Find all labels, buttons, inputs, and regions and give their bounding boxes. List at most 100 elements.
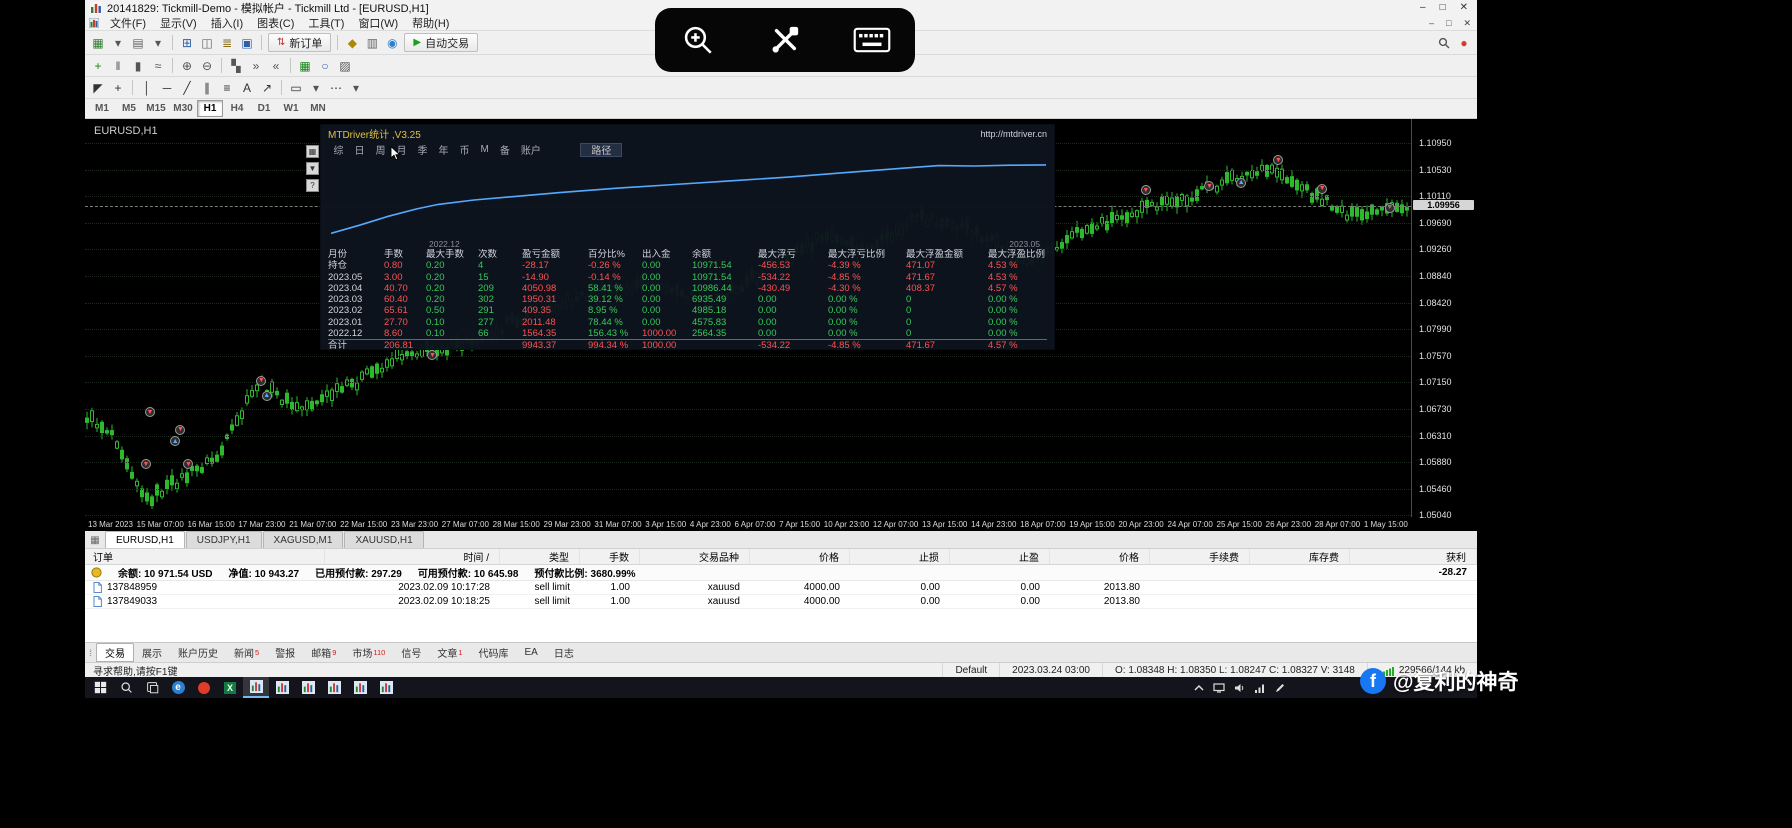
terminal-tab[interactable]: 代码库 [471,644,517,661]
zoom-control[interactable] [668,10,728,70]
orders-column-header[interactable]: 价格 [750,549,850,564]
stats-tab[interactable]: 日 [354,146,365,157]
volume-icon[interactable] [1234,683,1245,693]
order-row[interactable]: 137848959 2023.02.09 10:17:28 sell limit 1.… [85,581,1477,595]
panel-handle-icon[interactable]: ▦ [306,145,319,158]
stats-tab[interactable]: M [480,144,489,155]
terminal-tab[interactable]: 邮箱 9 [303,644,344,661]
mt4-terminal-icon[interactable] [243,677,269,698]
task-view-button[interactable] [139,677,165,698]
metaeditor-icon[interactable]: ◆ [347,35,357,50]
timeframe-m1-button[interactable]: M1 [95,103,109,114]
period-separators-icon[interactable]: ○ [321,58,329,73]
orders-column-header[interactable]: 交易品种 [640,549,750,564]
terminal-tab[interactable]: 账户历史 [170,644,226,661]
stats-tab[interactable]: 周 [375,146,386,157]
fibonacci-icon[interactable]: ≡ [223,80,231,95]
notification-icon[interactable]: ● [1460,35,1468,50]
arrows-icon[interactable]: ↗ [261,80,273,95]
chart-tab[interactable]: USDJPY,H1 [185,531,262,548]
minimize-button[interactable]: – [1420,2,1426,13]
orders-column-header[interactable]: 订单 [85,549,325,564]
terminal-tab[interactable]: 文章 1 [429,644,470,661]
chart-tab[interactable]: EURUSD,H1 [105,531,185,548]
menu-item[interactable]: 显示(V) [160,18,197,30]
bar-chart-icon[interactable]: ‖ [115,58,121,73]
zoom-out-icon[interactable]: ⊖ [201,58,213,73]
order-row[interactable]: 137849033 2023.02.09 10:18:25 sell limit 1.… [85,595,1477,609]
orders-column-header[interactable]: 止损 [850,549,950,564]
stats-panel-url[interactable]: http://mtdriver.cn [980,128,1047,139]
menu-item[interactable]: 文件(F) [110,18,147,30]
stats-tab[interactable]: 季 [417,146,428,157]
menu-item[interactable]: 插入(I) [210,18,244,30]
mdi-minimize-button[interactable]: – [1429,17,1435,28]
timeframe-d1-button[interactable]: D1 [257,103,271,114]
price-scale[interactable]: 1.10950 1.10530 1.10110 1.09690 1.09260 1.088… [1411,119,1477,520]
timeframe-w1-button[interactable]: W1 [283,103,299,114]
stats-tab[interactable]: 备 [499,146,510,157]
panel-collapse-icon[interactable]: ▼ [306,162,319,175]
shapes-icon[interactable]: ▭ [290,80,302,95]
orders-column-header[interactable]: 手续费 [1150,549,1250,564]
strategy-tester-icon[interactable]: ▥ [366,35,379,50]
text-label-icon[interactable]: A [242,80,251,95]
chart-area[interactable]: ▼ ▼ ▲ ▼ ▼ ▼ ▲ ▼ ▼ ▼ ▲ ▼ ▼ ▼ EURUSD,H1 1.10950 1.10530 1… [85,119,1477,531]
orders-column-header[interactable]: 止盈 [950,549,1050,564]
orders-column-header[interactable]: 价格 [1050,549,1150,564]
timeframe-m30-button[interactable]: M30 [173,103,193,114]
search-button[interactable] [113,677,139,698]
tile-windows-icon[interactable]: ▚ [231,58,241,73]
data-window-icon[interactable]: ◫ [201,35,213,50]
keyboard-control[interactable] [842,10,902,70]
stats-tab[interactable]: 综 [333,146,344,157]
mt4-terminal-icon[interactable] [347,677,373,698]
mt4-terminal-icon[interactable] [373,677,399,698]
terminal-icon[interactable]: ▣ [241,35,253,50]
menu-item[interactable]: 窗口(W) [358,18,399,30]
pen-icon[interactable] [1275,683,1285,693]
orders-column-header[interactable]: 库存费 [1250,549,1350,564]
horizontal-line-icon[interactable]: ─ [162,80,172,95]
auto-scroll-icon[interactable]: » [252,58,260,73]
more-tools-icon[interactable]: ⋯ [330,80,342,95]
tab-list-icon[interactable]: ▦ [90,534,100,546]
autotrading-button[interactable]: ▶ 自动交易 [404,33,479,52]
line-chart-icon[interactable]: ≈ [154,58,162,73]
dropdown-icon[interactable]: ▾ [352,80,360,95]
panel-help-icon[interactable]: ? [306,179,319,192]
mtdriver-stats-panel[interactable]: MTDriver统计 ,V3.25 http://mtdriver.cn 综日周… [320,124,1055,351]
terminal-tab[interactable]: EA [517,646,546,659]
timeframe-m15-button[interactable]: M15 [146,103,166,114]
web-terminal-icon[interactable]: ◉ [387,35,398,50]
terminal-tab[interactable]: 展示 [134,644,170,661]
new-order-button[interactable]: ⇅ 新订单 [268,33,332,52]
timeframe-h1-button[interactable]: H1 [197,100,223,117]
time-scale[interactable]: 13 Mar 2023 15 Mar 07:00 16 Mar 15:00 17 Ma… [85,517,1411,531]
chart-profiles-icon[interactable]: ▤ [132,35,144,50]
terminal-tab[interactable]: 信号 [393,644,429,661]
terminal-tab[interactable]: 新闻 5 [226,644,267,661]
display-icon[interactable] [1213,682,1225,693]
candlestick-chart-icon[interactable]: ▮ [134,58,142,73]
zoom-in-icon[interactable]: ⊕ [181,58,193,73]
channel-icon[interactable]: ∥ [204,80,210,95]
mdi-restore-button[interactable]: □ [1446,17,1452,28]
start-button[interactable] [87,677,113,698]
grid-icon[interactable]: ▦ [299,58,311,73]
status-profile[interactable]: Default [942,663,999,677]
menu-item[interactable]: 图表(C) [257,18,295,30]
mt4-terminal-icon[interactable] [295,677,321,698]
timeframe-m5-button[interactable]: M5 [122,103,136,114]
stats-tab[interactable]: 年 [438,146,449,157]
excel-icon[interactable]: X [217,677,243,698]
chart-tab[interactable]: XAGUSD,M1 [262,531,344,548]
dropdown-icon[interactable]: ▾ [114,35,122,50]
dock-grip-icon[interactable]: ⁞⁞ [89,647,92,658]
orders-column-header[interactable]: 时间 / [325,549,500,564]
navigator-icon[interactable]: ≣ [221,35,233,50]
terminal-tab[interactable]: 警报 [267,644,303,661]
templates-icon[interactable]: ▨ [339,58,351,73]
mt4-terminal-icon[interactable] [269,677,295,698]
orders-column-header[interactable]: 获利 [1350,549,1477,564]
